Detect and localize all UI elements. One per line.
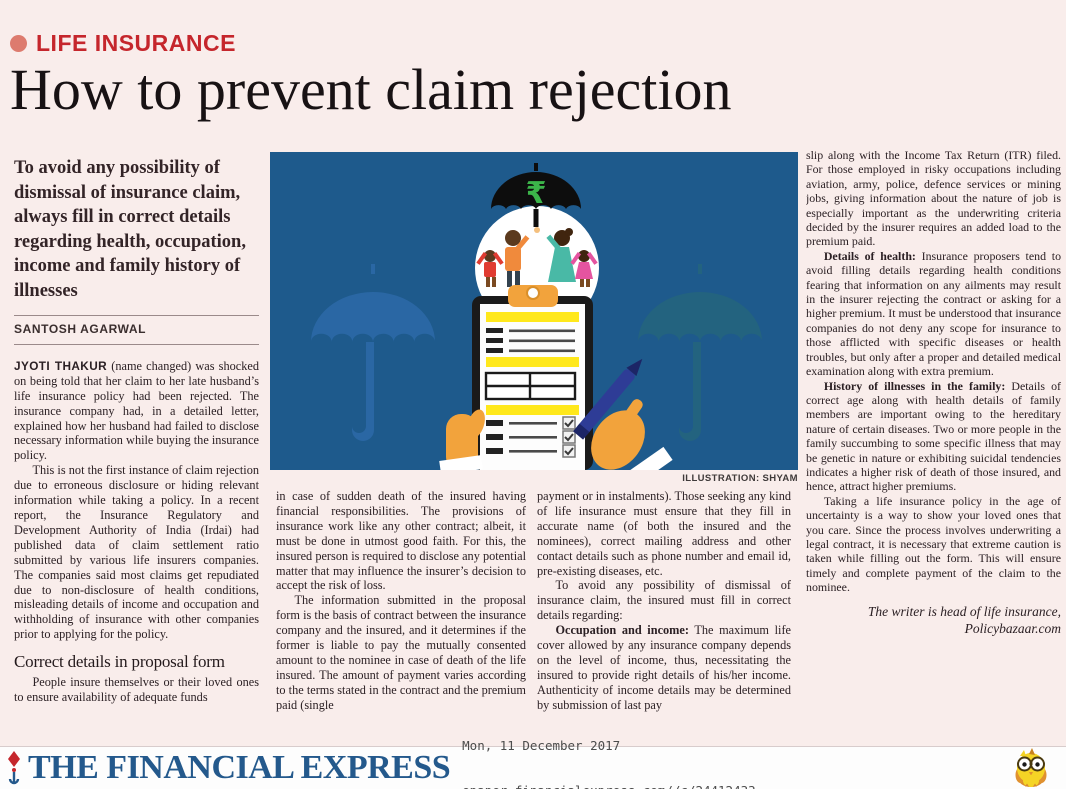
illustration-credit: ILLUSTRATION: SHYAM xyxy=(682,473,798,484)
writer-credit: The writer is head of life insurance, Po… xyxy=(867,603,1061,636)
blue-umbrella-icon-left xyxy=(311,264,435,441)
masthead-title: THE FINANCIAL EXPRESS xyxy=(28,749,451,786)
byline: SANTOSH AGARWAL xyxy=(14,322,147,336)
blue-umbrella-icon-right xyxy=(638,264,762,441)
pen-icon xyxy=(573,358,643,440)
lead-in-name: JYOTI THAKUR xyxy=(14,358,108,373)
hand-left xyxy=(439,409,485,470)
financial-express-logo-icon xyxy=(8,751,20,785)
section-dot-icon xyxy=(10,35,27,52)
paragraph: Details of health: Insurance proposers t… xyxy=(806,248,1061,379)
section-kicker: LIFE INSURANCE xyxy=(10,30,236,57)
footer-url: epaper.financialexpress.com//c/24412433 xyxy=(462,783,756,789)
paragraph: slip along with the Income Tax Return (I… xyxy=(806,148,1061,249)
divider xyxy=(14,343,259,345)
paragraph: JYOTI THAKUR (name changed) was shocked … xyxy=(14,358,259,463)
paragraph: Occupation and income: The maximum life … xyxy=(537,623,791,712)
epaper-footer: THE FINANCIAL EXPRESS Mon, 11 December 2… xyxy=(0,738,1066,789)
article-column-2: in case of sudden death of the insured h… xyxy=(276,489,526,741)
article-column-1: To avoid any possibility of dismissal of… xyxy=(14,156,259,742)
paragraph: The information submitted in the proposa… xyxy=(276,593,526,712)
paragraph-lead: Occupation and income: xyxy=(555,623,689,638)
paragraph: in case of sudden death of the insured h… xyxy=(276,489,526,593)
article-headline: How to prevent claim rejection xyxy=(10,57,732,122)
paragraph: This is not the first instance of claim … xyxy=(14,463,259,642)
paragraph-lead: Details of health: xyxy=(823,248,916,263)
hand-right xyxy=(573,358,673,470)
subheading: Correct details in proposal form xyxy=(14,652,225,672)
family-illustration xyxy=(476,227,598,287)
standfirst: To avoid any possibility of dismissal of… xyxy=(14,158,246,301)
owl-mascot-icon xyxy=(1015,748,1047,787)
footer-date: Mon, 11 December 2017 xyxy=(462,738,621,753)
paragraph: To avoid any possibility of dismissal of… xyxy=(537,578,791,623)
insurance-illustration: ₹ xyxy=(270,152,798,470)
section-label: LIFE INSURANCE xyxy=(36,30,236,56)
paragraph-lead: History of illnesses in the family: xyxy=(823,378,1006,393)
paragraph: Taking a life insurance policy in the ag… xyxy=(806,493,1061,595)
article-illustration: ₹ xyxy=(270,152,798,484)
article-column-4: slip along with the Income Tax Return (I… xyxy=(806,148,1061,746)
paragraph: payment or in instalments). Those seekin… xyxy=(537,489,791,578)
paragraph: History of illnesses in the family: Deta… xyxy=(806,378,1061,494)
black-umbrella-icon: ₹ xyxy=(491,163,581,227)
divider xyxy=(14,315,259,316)
footer-meta: Mon, 11 December 2017 epaper.financialex… xyxy=(462,708,756,789)
paragraph: People insure themselves or their loved … xyxy=(14,675,259,705)
clipboard-illustration xyxy=(472,285,593,470)
article-column-3: payment or in instalments). Those seekin… xyxy=(537,489,791,741)
rupee-icon: ₹ xyxy=(526,176,547,211)
